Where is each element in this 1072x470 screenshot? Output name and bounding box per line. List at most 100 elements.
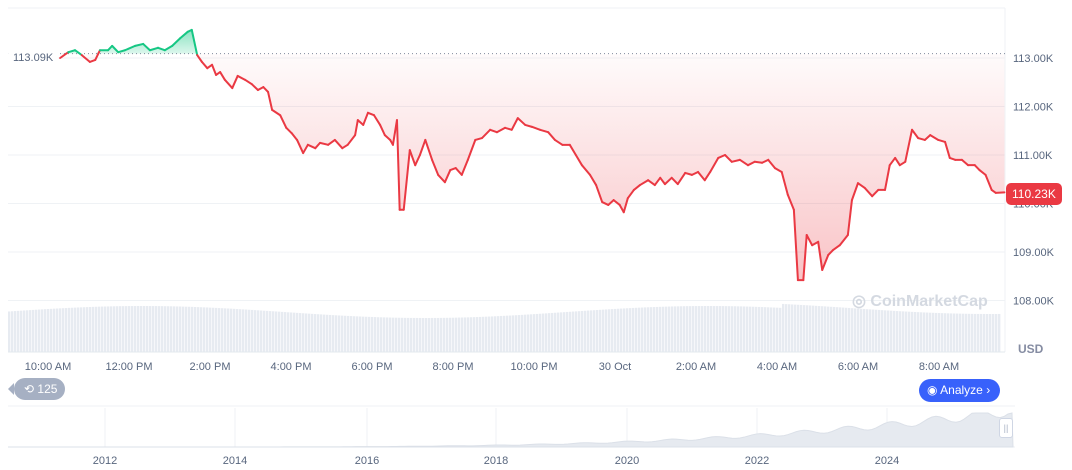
volume-bar bbox=[158, 306, 161, 352]
volume-bar bbox=[986, 313, 989, 352]
price-line-segment bbox=[626, 188, 635, 200]
volume-bar bbox=[173, 306, 176, 352]
volume-bar bbox=[530, 314, 533, 352]
volume-bar bbox=[437, 317, 440, 352]
x-tick-label: 6:00 AM bbox=[838, 361, 878, 373]
price-line-segment bbox=[717, 154, 727, 159]
volume-bar bbox=[248, 309, 251, 352]
volume-bar bbox=[470, 317, 473, 352]
navigator-year-label: 2016 bbox=[355, 455, 379, 467]
price-line-segment bbox=[256, 86, 265, 92]
volume-bar bbox=[188, 306, 191, 352]
price-line-segment bbox=[647, 179, 656, 187]
history-button[interactable]: ⟲ 125 bbox=[7, 378, 66, 400]
price-line-segment bbox=[539, 128, 550, 134]
price-line-segment bbox=[333, 138, 344, 150]
volume-bar bbox=[683, 306, 686, 352]
volume-bar bbox=[98, 306, 101, 352]
volume-bar bbox=[875, 309, 878, 352]
volume-bar bbox=[176, 306, 179, 352]
price-line-segment bbox=[117, 49, 126, 54]
volume-bar bbox=[365, 316, 368, 352]
volume-bar bbox=[947, 313, 950, 352]
volume-bar bbox=[599, 309, 602, 352]
volume-bar bbox=[770, 307, 773, 352]
volume-bar bbox=[932, 312, 935, 352]
price-line-segment bbox=[510, 117, 519, 131]
volume-bar bbox=[203, 307, 206, 352]
volume-bar bbox=[956, 313, 959, 352]
volume-bar bbox=[32, 309, 35, 352]
volume-bar bbox=[149, 306, 152, 352]
navigator-drag-handle[interactable]: || bbox=[999, 418, 1013, 438]
volume-bar bbox=[728, 306, 731, 352]
volume-bar bbox=[545, 313, 548, 352]
volume-bar bbox=[590, 310, 593, 352]
volume-bar bbox=[800, 304, 803, 352]
price-line-segment bbox=[580, 164, 592, 176]
price-line-segment bbox=[676, 171, 687, 186]
volume-bar bbox=[272, 311, 275, 352]
volume-bar bbox=[53, 308, 56, 352]
volume-bar bbox=[650, 307, 653, 352]
volume-bar bbox=[506, 315, 509, 352]
volume-bar bbox=[509, 315, 512, 352]
price-line-segment bbox=[663, 176, 673, 186]
volume-bar bbox=[488, 316, 491, 352]
volume-bar bbox=[389, 317, 392, 352]
volume-bar bbox=[281, 311, 284, 352]
volume-bar bbox=[233, 308, 236, 352]
volume-bar bbox=[983, 313, 986, 352]
volume-bar bbox=[413, 317, 416, 352]
volume-bar bbox=[467, 317, 470, 352]
volume-bar bbox=[14, 311, 17, 352]
x-tick-label: 10:00 PM bbox=[510, 361, 557, 373]
price-line-segment bbox=[163, 44, 174, 52]
volume-bar bbox=[686, 306, 689, 352]
volume-bar bbox=[419, 317, 422, 352]
volume-bar bbox=[971, 313, 974, 352]
volume-bar bbox=[401, 317, 404, 352]
volume-bar bbox=[854, 308, 857, 352]
price-line-segment bbox=[884, 164, 891, 191]
price-line-segment bbox=[738, 158, 749, 167]
volume-bar bbox=[113, 306, 116, 352]
price-line-segment bbox=[984, 173, 993, 191]
volume-bar bbox=[893, 310, 896, 352]
volume-bar bbox=[587, 310, 590, 352]
volume-bar bbox=[797, 304, 800, 352]
volume-bar bbox=[359, 316, 362, 352]
price-line-segment bbox=[780, 170, 789, 196]
volume-bar bbox=[731, 306, 734, 352]
volume-bar bbox=[404, 317, 407, 352]
volume-bar bbox=[605, 309, 608, 352]
volume-bar bbox=[182, 306, 185, 352]
price-line-segment bbox=[553, 138, 564, 146]
price-line-segment bbox=[612, 199, 621, 206]
price-line-segment bbox=[753, 160, 764, 164]
volume-bar bbox=[104, 306, 107, 352]
volume-bar bbox=[56, 308, 59, 352]
volume-bar bbox=[695, 306, 698, 352]
watermark: ◎ CoinMarketCap bbox=[852, 293, 988, 310]
price-line-segment bbox=[703, 170, 712, 182]
volume-bar bbox=[230, 308, 233, 352]
volume-bar bbox=[86, 307, 89, 352]
volume-bar bbox=[653, 307, 656, 352]
volume-bar bbox=[458, 317, 461, 352]
volume-bar bbox=[314, 314, 317, 352]
analyze-button[interactable]: ◉ Analyze › bbox=[919, 379, 1001, 402]
volume-bar bbox=[920, 312, 923, 352]
volume-bar bbox=[200, 307, 203, 352]
volume-bar bbox=[977, 313, 980, 352]
price-line-segment bbox=[574, 154, 583, 167]
navigator-year-label: 2022 bbox=[745, 455, 769, 467]
volume-bar bbox=[263, 310, 266, 352]
price-line-segment bbox=[341, 143, 349, 150]
volume-bar bbox=[428, 317, 431, 352]
volume-bar bbox=[647, 307, 650, 352]
volume-bar bbox=[866, 309, 869, 352]
volume-bar bbox=[827, 306, 830, 352]
